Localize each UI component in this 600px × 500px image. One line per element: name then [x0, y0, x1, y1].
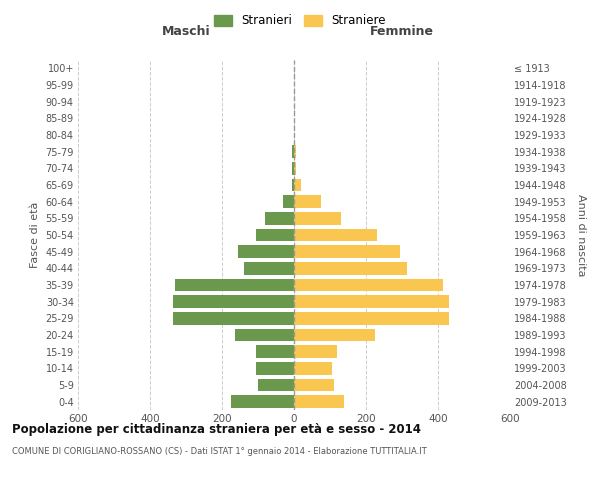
Bar: [173, 312, 294, 324]
Text: Femmine: Femmine: [370, 24, 434, 38]
Bar: [294, 229, 377, 241]
Bar: [256, 346, 294, 358]
Bar: [256, 229, 294, 241]
Bar: [244, 262, 294, 274]
Bar: [294, 146, 296, 158]
Bar: [294, 279, 443, 291]
Bar: [294, 379, 334, 391]
Text: Popolazione per cittadinanza straniera per età e sesso - 2014: Popolazione per cittadinanza straniera p…: [12, 422, 421, 436]
Bar: [294, 196, 321, 208]
Bar: [294, 329, 375, 341]
Bar: [292, 162, 294, 174]
Legend: Stranieri, Straniere: Stranieri, Straniere: [211, 11, 389, 31]
Bar: [294, 212, 341, 224]
Text: COMUNE DI CORIGLIANO-ROSSANO (CS) - Dati ISTAT 1° gennaio 2014 - Elaborazione TU: COMUNE DI CORIGLIANO-ROSSANO (CS) - Dati…: [12, 448, 427, 456]
Bar: [294, 396, 344, 408]
Bar: [292, 146, 294, 158]
Y-axis label: Fasce di età: Fasce di età: [30, 202, 40, 268]
Bar: [294, 346, 337, 358]
Bar: [258, 379, 294, 391]
Text: Maschi: Maschi: [161, 24, 211, 38]
Bar: [173, 296, 294, 308]
Bar: [235, 329, 294, 341]
Bar: [294, 262, 407, 274]
Bar: [294, 162, 296, 174]
Bar: [231, 396, 294, 408]
Bar: [283, 196, 294, 208]
Bar: [294, 312, 449, 324]
Bar: [265, 212, 294, 224]
Bar: [175, 279, 294, 291]
Bar: [294, 246, 400, 258]
Y-axis label: Anni di nascita: Anni di nascita: [577, 194, 586, 276]
Bar: [294, 179, 301, 192]
Bar: [238, 246, 294, 258]
Bar: [294, 296, 449, 308]
Bar: [294, 362, 332, 374]
Bar: [256, 362, 294, 374]
Bar: [292, 179, 294, 192]
